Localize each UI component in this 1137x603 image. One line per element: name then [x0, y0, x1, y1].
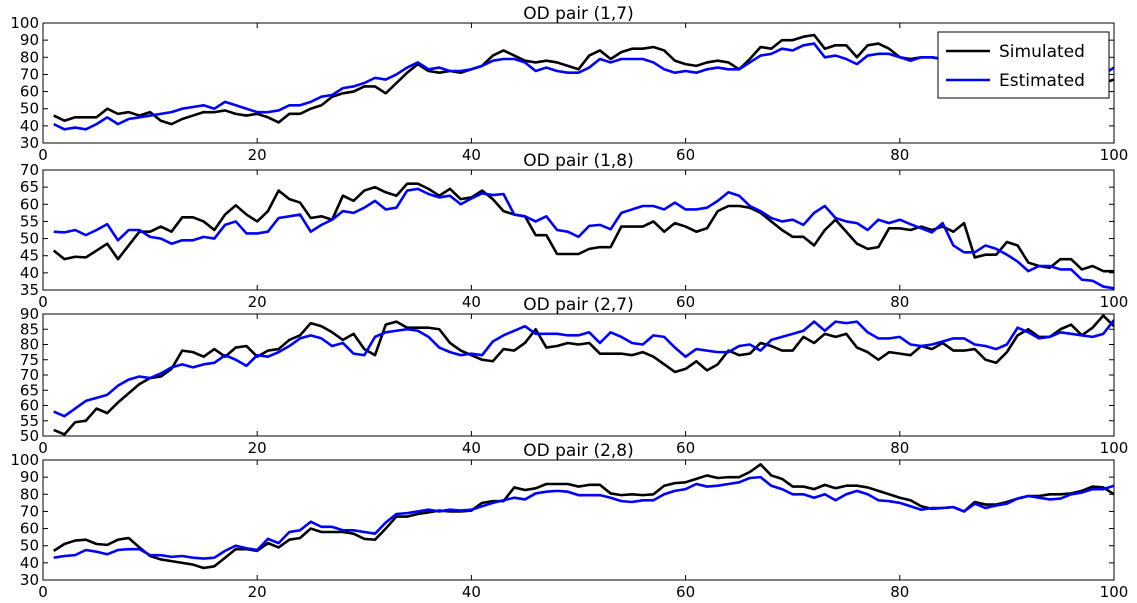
- y-tick-label: 50: [20, 537, 39, 555]
- x-tick-label: 20: [248, 146, 267, 164]
- y-tick-label: 50: [20, 427, 39, 445]
- y-tick-label: 70: [20, 161, 39, 179]
- legend-label-simulated: Simulated: [999, 42, 1085, 62]
- y-tick-label: 70: [20, 366, 39, 384]
- x-tick-label: 0: [38, 439, 48, 457]
- series-line-simulated: [53, 462, 1114, 570]
- subplot-4: OD pair (2,8)0 20 40 60 80 100304050607080901…: [10, 441, 1129, 601]
- y-tick-label: 50: [20, 100, 39, 118]
- y-tick-label: 55: [20, 212, 39, 230]
- x-tick-label: 0: [38, 146, 48, 164]
- x-tick-label: 80: [890, 293, 909, 311]
- legend-box: [937, 31, 1110, 99]
- series-line-simulated: [53, 314, 1114, 436]
- y-tick-label: 100: [10, 451, 39, 469]
- y-tick-label: 90: [20, 31, 39, 49]
- y-tick-label: 80: [20, 336, 39, 354]
- y-tick-label: 35: [20, 281, 39, 299]
- y-tick-label: 65: [20, 178, 39, 196]
- subplot-title: OD pair (1,8): [523, 151, 634, 171]
- y-tick-label: 60: [20, 520, 39, 538]
- legend: Simulated Estimated: [937, 31, 1110, 99]
- y-tick-label: 40: [20, 554, 39, 572]
- y-tick-label: 40: [20, 264, 39, 282]
- y-tick-label: 50: [20, 230, 39, 248]
- y-tick-label: 60: [20, 397, 39, 415]
- axes-frame: [42, 169, 1115, 291]
- x-tick-label: 100: [1100, 146, 1129, 164]
- series-line-estimated: [53, 475, 1114, 560]
- y-tick-label: 55: [20, 412, 39, 430]
- x-tick-label: 100: [1100, 293, 1129, 311]
- y-tick-label: 60: [20, 83, 39, 101]
- y-tick-label: 30: [20, 134, 39, 152]
- y-tick-label: 60: [20, 195, 39, 213]
- y-tick-label: 80: [20, 485, 39, 503]
- x-tick-label: 80: [890, 583, 909, 599]
- x-tick-label: 0: [38, 293, 48, 311]
- subplot-3: OD pair (2,7)0 20 40 60 80 100505560657075808…: [20, 295, 1128, 457]
- subplot-2: OD pair (1,8)0 20 40 60 80 100354045505560657…: [20, 151, 1129, 311]
- x-tick-label: 60: [676, 293, 695, 311]
- y-tick-label: 85: [20, 320, 39, 338]
- y-tick-label: 100: [10, 14, 39, 32]
- series-line-simulated: [52, 182, 1114, 273]
- subplot-1: OD pair (1,7)0 20 40 60 80 100304050607080901…: [10, 4, 1128, 164]
- x-tick-label: 0: [38, 583, 48, 599]
- y-tick-label: 40: [20, 117, 39, 135]
- subplot-title: OD pair (2,8): [523, 441, 634, 461]
- subplot-title: OD pair (1,7): [523, 4, 634, 24]
- x-tick-label: 80: [890, 146, 909, 164]
- y-tick-label: 80: [20, 48, 39, 66]
- y-tick-label: 90: [20, 468, 39, 486]
- y-tick-label: 90: [20, 305, 39, 323]
- x-tick-label: 60: [676, 146, 695, 164]
- axes-frame: [42, 22, 1115, 144]
- y-tick-label: 70: [20, 65, 39, 83]
- y-tick-label: 45: [20, 247, 39, 265]
- axes-frame: [42, 459, 1115, 581]
- x-tick-label: 80: [890, 439, 909, 457]
- y-tick-label: 70: [20, 502, 39, 520]
- x-tick-label: 100: [1100, 439, 1129, 457]
- x-tick-label: 40: [462, 146, 481, 164]
- x-tick-label: 40: [462, 293, 481, 311]
- x-tick-label: 100: [1100, 583, 1129, 599]
- series-line-estimated: [53, 319, 1114, 418]
- x-tick-label: 20: [248, 583, 267, 599]
- x-tick-label: 20: [248, 439, 267, 457]
- series-line-estimated: [53, 187, 1114, 290]
- legend-label-estimated: Estimated: [999, 71, 1085, 91]
- subplot-title: OD pair (2,7): [523, 295, 634, 315]
- x-tick-label: 60: [676, 439, 695, 457]
- x-tick-label: 60: [676, 583, 695, 599]
- x-tick-label: 40: [462, 583, 481, 599]
- x-tick-label: 20: [248, 293, 267, 311]
- series-line-estimated: [53, 42, 1114, 131]
- y-tick-label: 30: [20, 571, 39, 589]
- x-tick-label: 40: [462, 439, 481, 457]
- y-tick-label: 75: [20, 351, 39, 369]
- y-tick-label: 65: [20, 381, 39, 399]
- axes-frame: [42, 313, 1115, 437]
